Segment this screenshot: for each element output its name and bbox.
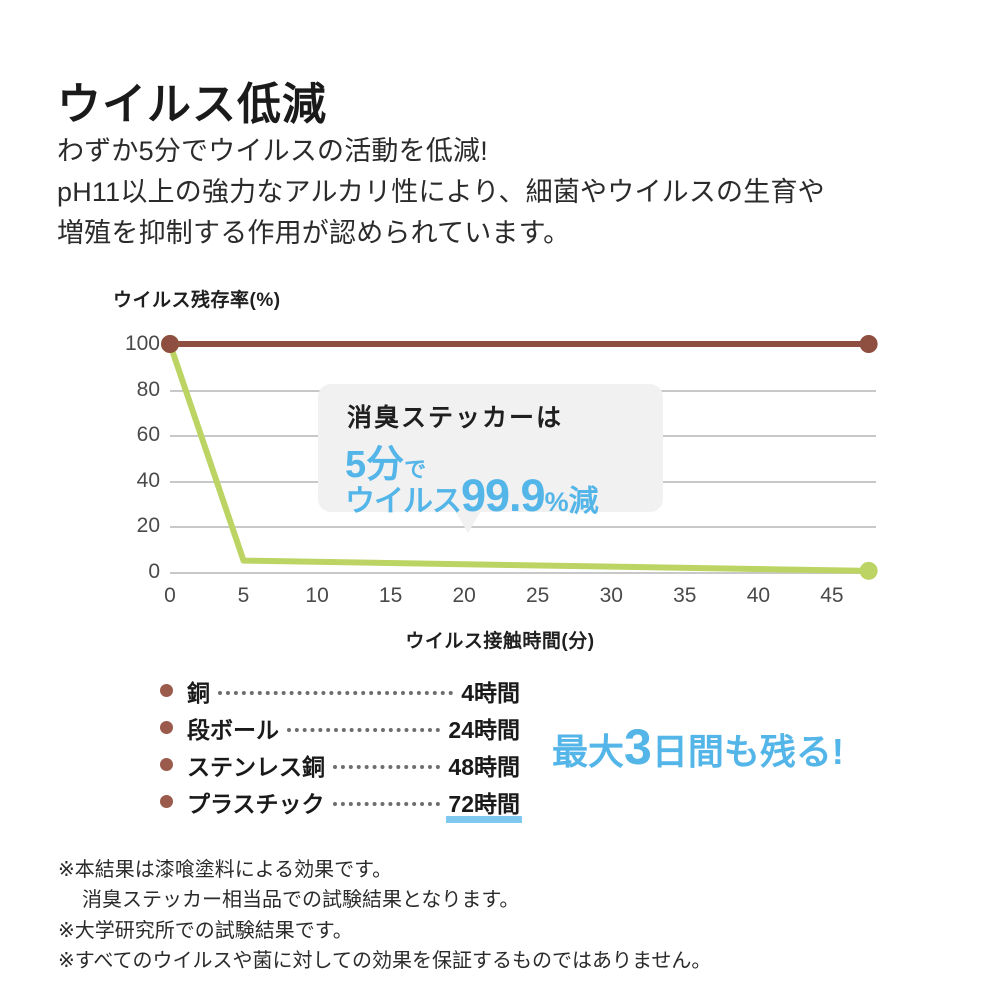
- callout-line-3: ウイルス99.9%減: [345, 470, 599, 522]
- highlight-callout-text: 最大3日間も残る!: [552, 718, 844, 776]
- footnote-2: ※大学研究所での試験結果です。: [58, 919, 353, 942]
- y-axis-title: ウイルス残存率(%): [113, 290, 281, 311]
- legend-item-label: プラスチック: [187, 790, 325, 817]
- x-tick-label-45: 45: [820, 584, 844, 607]
- lead-line-1: わずか5分でウイルスの活動を低減!: [57, 136, 488, 166]
- footnotes: ※本結果は漆喰塗料による効果です。 消臭ステッカー相当品での試験結果となります。…: [58, 855, 711, 977]
- highlight-days-value: 3: [624, 719, 652, 775]
- callout-arrow: [455, 511, 481, 533]
- callout-line-1: 消臭ステッカーは: [347, 404, 564, 432]
- y-tick-label-0: 0: [148, 560, 160, 583]
- footnote-1-continued: 消臭ステッカー相当品での試験結果となります。: [82, 889, 520, 912]
- dot-leader: [287, 727, 441, 732]
- legend-item-label: ステンレス銅: [187, 753, 325, 780]
- highlight-prefix: 最大: [552, 731, 625, 772]
- x-axis-title: ウイルス接触時間(分): [405, 631, 595, 652]
- x-tick-label-10: 10: [305, 584, 329, 607]
- gridline-20: [170, 526, 876, 529]
- y-tick-label-20: 20: [136, 514, 160, 538]
- x-tick-label-40: 40: [746, 584, 771, 607]
- y-tick-label-100: 100: [124, 332, 160, 355]
- y-tick-label-40: 40: [136, 468, 160, 492]
- callout-reduction-value: 99.9: [461, 470, 546, 521]
- bullet-dot-icon: [160, 758, 173, 771]
- gridline-0: [170, 572, 876, 574]
- x-tick-label-5: 5: [237, 584, 250, 607]
- callout-box: [318, 384, 663, 512]
- dot-leader: [218, 690, 454, 695]
- callout-percent-sign: %: [544, 487, 569, 517]
- list-item: 銅 4時間: [160, 672, 520, 709]
- page-title: ウイルス低減: [57, 80, 327, 130]
- callout-minutes-value: 5分: [345, 444, 405, 486]
- legend-item-label: 段ボール: [187, 716, 279, 743]
- lead-paragraph: わずか5分でウイルスの活動を低減! pH11以上の強力なアルカリ性により、細菌や…: [57, 131, 825, 254]
- highlight-suffix: 日間も残る!: [651, 731, 844, 772]
- legend-item-value: 4時間: [461, 679, 520, 706]
- callout-minutes-suffix: で: [404, 457, 427, 482]
- bullet-dot-icon: [160, 684, 173, 697]
- callout-virus-word: ウイルス: [345, 485, 462, 518]
- bullet-dot-icon: [160, 721, 173, 734]
- callout-reduction-word: 減: [568, 485, 599, 518]
- x-tick-label-25: 25: [526, 584, 550, 607]
- x-tick-label-0: 0: [164, 584, 176, 607]
- legend-item-label: 銅: [187, 679, 210, 706]
- list-item: 段ボール 24時間: [160, 709, 520, 746]
- x-tick-label-35: 35: [673, 584, 697, 607]
- dot-leader: [333, 764, 441, 769]
- x-tick-label-30: 30: [599, 584, 623, 607]
- lead-line-2: pH11以上の強力なアルカリ性により、細菌やウイルスの生育や: [57, 177, 825, 208]
- callout-line-2: 5分で: [345, 433, 426, 488]
- x-tick-label-20: 20: [452, 584, 476, 607]
- footnote-3: ※すべてのウイルスや菌に対しての効果を保証するものではありません。: [58, 950, 712, 973]
- footnote-1: ※本結果は漆喰塗料による効果です。: [58, 859, 393, 881]
- lead-line-3: 増殖を抑制する作用が認められています。: [57, 218, 571, 249]
- legend-item-value: 48時間: [448, 753, 520, 780]
- legend-list: 銅 4時間 段ボール 24時間 ステンレス銅 48時間 プラスチック 72時間: [160, 672, 522, 823]
- x-tick-label-15: 15: [378, 584, 403, 607]
- legend-item-value-highlighted: 72時間: [446, 785, 522, 823]
- bullet-dot-icon: [160, 795, 173, 808]
- list-item: プラスチック 72時間: [160, 783, 522, 823]
- y-tick-label-80: 80: [136, 377, 160, 401]
- list-item: ステンレス銅 48時間: [160, 746, 520, 783]
- legend-item-value: 24時間: [448, 716, 520, 743]
- y-tick-label-60: 60: [136, 423, 160, 447]
- dot-leader: [332, 801, 441, 806]
